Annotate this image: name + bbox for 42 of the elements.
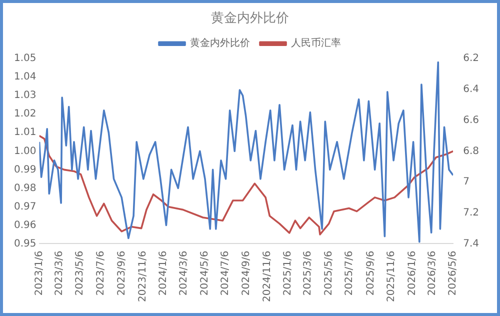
y-tick-label: 1.00 xyxy=(14,146,36,157)
y2-tick-label: 6.8 xyxy=(463,146,480,157)
y-tick-label: 0.97 xyxy=(14,201,36,212)
y-tick-label: 1.02 xyxy=(14,108,36,120)
x-tick-label: 2025/11/6 xyxy=(386,250,398,302)
y2-tick-label: 6.2 xyxy=(463,53,480,64)
x-tick-label: 2024/7/6 xyxy=(220,250,232,296)
y2-tick-label: 7.2 xyxy=(463,207,480,218)
y-tick-label: 0.99 xyxy=(14,164,36,176)
x-tick-label: 2024/11/6 xyxy=(262,250,273,302)
legend-label: 人民币汇率 xyxy=(291,37,341,50)
x-tick-label: 2026/1/6 xyxy=(406,250,418,296)
x-tick-label: 2023/5/6 xyxy=(74,250,86,296)
x-tick-label: 2023/11/6 xyxy=(137,250,148,302)
x-tick-label: 2023/1/6 xyxy=(34,250,45,296)
legend-label: 黄金内外比价 xyxy=(190,37,250,50)
x-tick-label: 2024/5/6 xyxy=(199,250,210,296)
y2-tick-label: 7 xyxy=(463,176,470,188)
x-tick-label: 2023/3/6 xyxy=(54,250,65,296)
chart-title: 黄金内外比价 xyxy=(211,11,289,26)
x-tick-label: 2024/1/6 xyxy=(158,250,170,296)
y-tick-label: 0.96 xyxy=(14,220,36,231)
y-tick-label: 0.98 xyxy=(14,182,36,194)
x-tick-label: 2025/9/6 xyxy=(365,250,376,296)
x-tick-label: 2025/3/6 xyxy=(302,250,314,296)
x-tick-label: 2023/7/6 xyxy=(95,250,106,296)
y-tick-label: 1.04 xyxy=(14,72,36,83)
y2-tick-label: 6.6 xyxy=(463,114,480,126)
y-tick-label: 1.01 xyxy=(14,127,36,138)
x-tick-label: 2024/3/6 xyxy=(178,250,190,296)
x-tick-label: 2026/5/6 xyxy=(448,250,459,296)
x-tick-label: 2025/7/6 xyxy=(344,250,356,296)
y2-tick-label: 7.4 xyxy=(463,238,480,250)
y2-tick-label: 6.4 xyxy=(463,84,480,96)
x-tick-label: 2026/3/6 xyxy=(426,250,438,296)
x-tick-label: 2024/9/6 xyxy=(241,250,252,296)
y-tick-label: 1.03 xyxy=(14,90,36,102)
x-tick-label: 2025/1/6 xyxy=(282,250,294,296)
y-tick-label: 1.05 xyxy=(14,53,36,64)
x-tick-label: 2025/5/6 xyxy=(323,250,334,296)
y-tick-label: 0.95 xyxy=(14,238,36,250)
x-tick-label: 2023/9/6 xyxy=(116,250,128,296)
